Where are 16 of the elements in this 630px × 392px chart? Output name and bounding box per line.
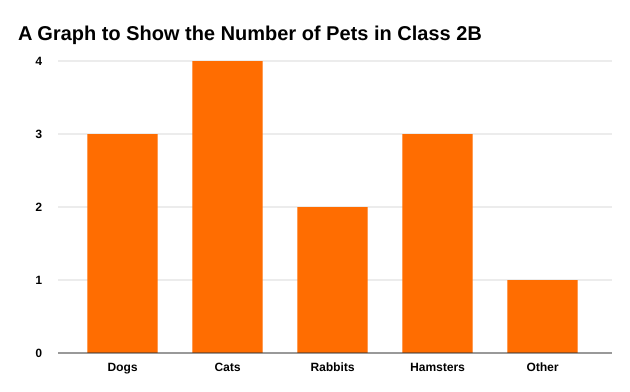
bar — [87, 134, 158, 353]
y-tick-label: 2 — [35, 200, 42, 214]
x-tick-label: Cats — [214, 360, 241, 374]
x-tick-label: Other — [526, 360, 559, 374]
bar — [192, 61, 263, 353]
bar — [297, 207, 368, 353]
bar — [507, 280, 578, 353]
bar — [402, 134, 473, 353]
chart-title: A Graph to Show the Number of Pets in Class 2B — [18, 23, 482, 45]
y-tick-label: 0 — [35, 346, 42, 360]
x-tick-label: Rabbits — [310, 360, 355, 374]
y-tick-label: 4 — [35, 54, 42, 68]
y-tick-label: 3 — [35, 127, 42, 142]
x-tick-label: Hamsters — [410, 360, 466, 374]
x-tick-label: Dogs — [108, 360, 138, 374]
y-tick-label: 1 — [35, 273, 42, 288]
